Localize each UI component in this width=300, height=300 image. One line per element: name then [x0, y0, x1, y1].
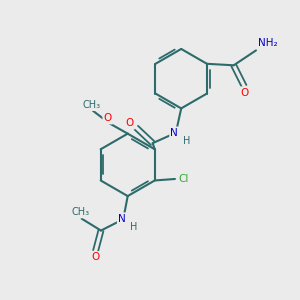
Text: N: N	[118, 214, 126, 224]
Text: CH₃: CH₃	[71, 207, 89, 217]
Text: Cl: Cl	[178, 174, 188, 184]
Text: O: O	[240, 88, 248, 98]
Text: H: H	[184, 136, 191, 146]
Text: H: H	[130, 222, 137, 232]
Text: O: O	[126, 118, 134, 128]
Text: O: O	[92, 252, 100, 262]
Text: NH₂: NH₂	[258, 38, 278, 48]
Text: O: O	[104, 113, 112, 123]
Text: N: N	[170, 128, 178, 138]
Text: CH₃: CH₃	[82, 100, 100, 110]
